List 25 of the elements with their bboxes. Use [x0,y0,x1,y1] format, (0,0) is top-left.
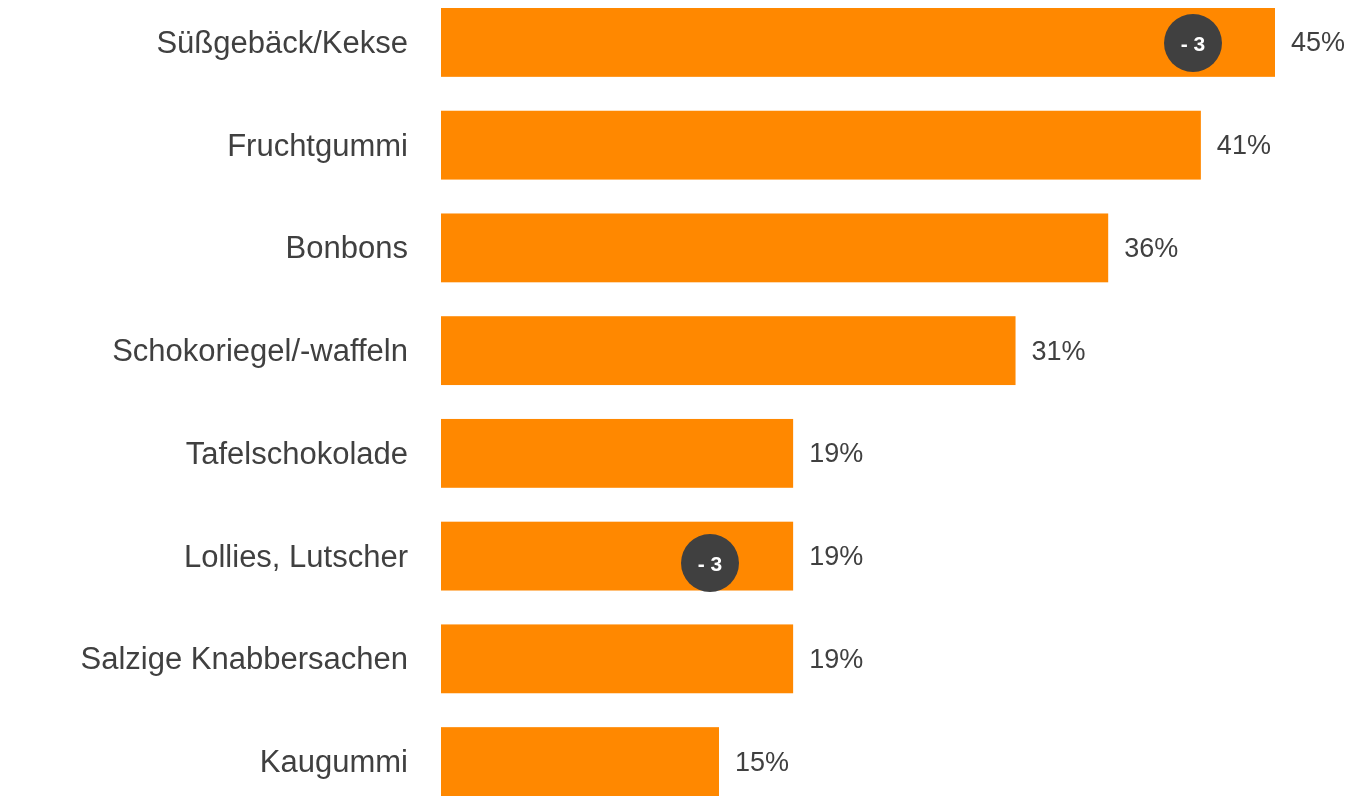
data-label: 19% [809,643,864,674]
bar [441,8,1275,77]
y-tick-label: Lollies, Lutscher [183,538,408,574]
y-tick-label: Salzige Knabbersachen [80,641,408,677]
bar [441,213,1109,283]
bar [441,418,794,488]
y-tick-label: Bonbons [285,230,408,266]
bar [441,110,1201,180]
y-tick-label: Tafelschokolade [185,435,408,471]
annotation: - 3 [1180,31,1206,55]
data-label: 36% [1124,232,1179,263]
bar [441,316,1016,386]
y-tick-label: Süßgebäck/Kekse [156,24,408,60]
bar [441,727,719,796]
data-label: 41% [1216,130,1271,161]
data-label: 19% [809,541,864,572]
y-tick-label: Kaugummi [259,744,408,780]
data-label: 15% [735,746,790,777]
data-label: 19% [809,438,864,469]
y-tick-label: Fruchtgummi [227,127,408,163]
annotation: - 3 [697,551,723,575]
y-tick-label: Schokoriegel/-waffeln [112,333,408,369]
data-label: 45% [1291,27,1346,58]
bar [441,624,794,694]
data-label: 31% [1031,335,1086,366]
